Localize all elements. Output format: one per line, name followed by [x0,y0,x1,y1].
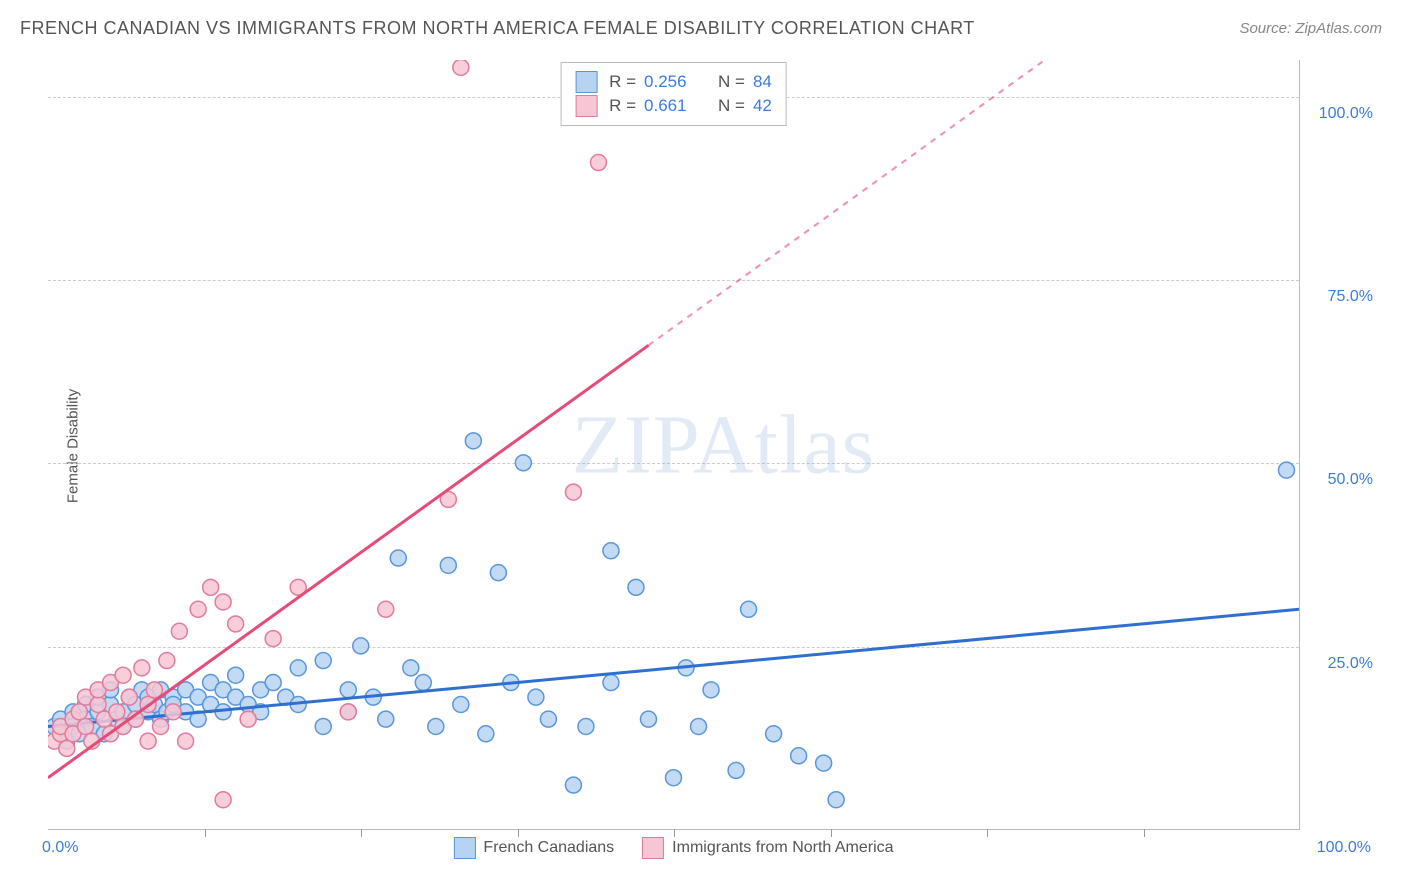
scatter-point [478,726,494,742]
n-value-pink: 42 [753,96,772,116]
chart-title: FRENCH CANADIAN VS IMMIGRANTS FROM NORTH… [20,18,975,39]
scatter-point [628,579,644,595]
scatter-point [565,484,581,500]
scatter-point [159,653,175,669]
scatter-point [228,616,244,632]
scatter-point [453,60,469,75]
source-credit: Source: ZipAtlas.com [1239,20,1382,37]
scatter-point [165,704,181,720]
scatter-point [540,711,556,727]
scatter-point [190,601,206,617]
r-value-blue: 0.256 [644,72,698,92]
scatter-point [603,675,619,691]
scatter-point [578,718,594,734]
y-tick-label: 50.0% [1328,471,1373,489]
scatter-point [340,682,356,698]
scatter-point [816,755,832,771]
scatter-point [215,792,231,808]
scatter-point [215,594,231,610]
scatter-point [741,601,757,617]
scatter-point [603,543,619,559]
scatter-point [240,711,256,727]
scatter-point [390,550,406,566]
scatter-point [178,733,194,749]
legend-series: French Canadians Immigrants from North A… [445,837,901,859]
legend-label-pink: Immigrants from North America [672,839,893,857]
scatter-point [415,675,431,691]
legend-row-pink: R = 0.661 N = 42 [575,95,772,117]
swatch-blue-icon [453,837,475,859]
x-tick [518,829,519,837]
y-tick-label: 25.0% [1328,655,1373,673]
scatter-point [828,792,844,808]
scatter-point [134,660,150,676]
scatter-point [121,689,137,705]
x-tick [205,829,206,837]
n-value-blue: 84 [753,72,772,92]
scatter-point [228,667,244,683]
scatter-point [340,704,356,720]
x-tick [987,829,988,837]
scatter-point [171,623,187,639]
scatter-point [290,660,306,676]
x-tick-label: 0.0% [42,839,78,857]
y-tick-label: 75.0% [1328,288,1373,306]
scatter-point [640,711,656,727]
scatter-point [703,682,719,698]
chart-svg [48,60,1299,829]
legend-stats: R = 0.256 N = 84 R = 0.661 N = 42 [560,62,787,126]
plot-area: ZIPAtlas R = 0.256 N = 84 R = 0.661 N = … [48,60,1300,830]
scatter-point [465,433,481,449]
scatter-point [115,667,131,683]
scatter-point [265,631,281,647]
swatch-pink [575,95,597,117]
x-tick-label: 100.0% [1317,839,1371,857]
scatter-point [666,770,682,786]
scatter-point [565,777,581,793]
scatter-point [791,748,807,764]
scatter-point [515,455,531,471]
x-tick [674,829,675,837]
scatter-point [691,718,707,734]
x-tick [831,829,832,837]
x-tick [1144,829,1145,837]
scatter-point [528,689,544,705]
r-value-pink: 0.661 [644,96,698,116]
scatter-point [766,726,782,742]
scatter-point [378,601,394,617]
scatter-point [428,718,444,734]
legend-label-blue: French Canadians [483,839,614,857]
scatter-point [1278,462,1294,478]
scatter-point [590,155,606,171]
scatter-point [78,718,94,734]
scatter-point [440,557,456,573]
scatter-point [109,704,125,720]
scatter-point [315,653,331,669]
r-label: R = [609,72,636,92]
swatch-pink-icon [642,837,664,859]
scatter-point [403,660,419,676]
legend-row-blue: R = 0.256 N = 84 [575,71,772,93]
n-label: N = [718,96,745,116]
scatter-point [453,697,469,713]
scatter-point [490,565,506,581]
scatter-point [265,675,281,691]
scatter-point [153,718,169,734]
y-tick-label: 100.0% [1319,105,1373,123]
scatter-point [203,579,219,595]
scatter-point [71,704,87,720]
r-label: R = [609,96,636,116]
x-tick [361,829,362,837]
legend-item-blue: French Canadians [453,837,614,859]
scatter-point [353,638,369,654]
scatter-point [728,762,744,778]
scatter-point [59,740,75,756]
n-label: N = [718,72,745,92]
swatch-blue [575,71,597,93]
scatter-point [315,718,331,734]
scatter-point [90,697,106,713]
scatter-point [378,711,394,727]
legend-item-pink: Immigrants from North America [642,837,893,859]
scatter-point [140,733,156,749]
